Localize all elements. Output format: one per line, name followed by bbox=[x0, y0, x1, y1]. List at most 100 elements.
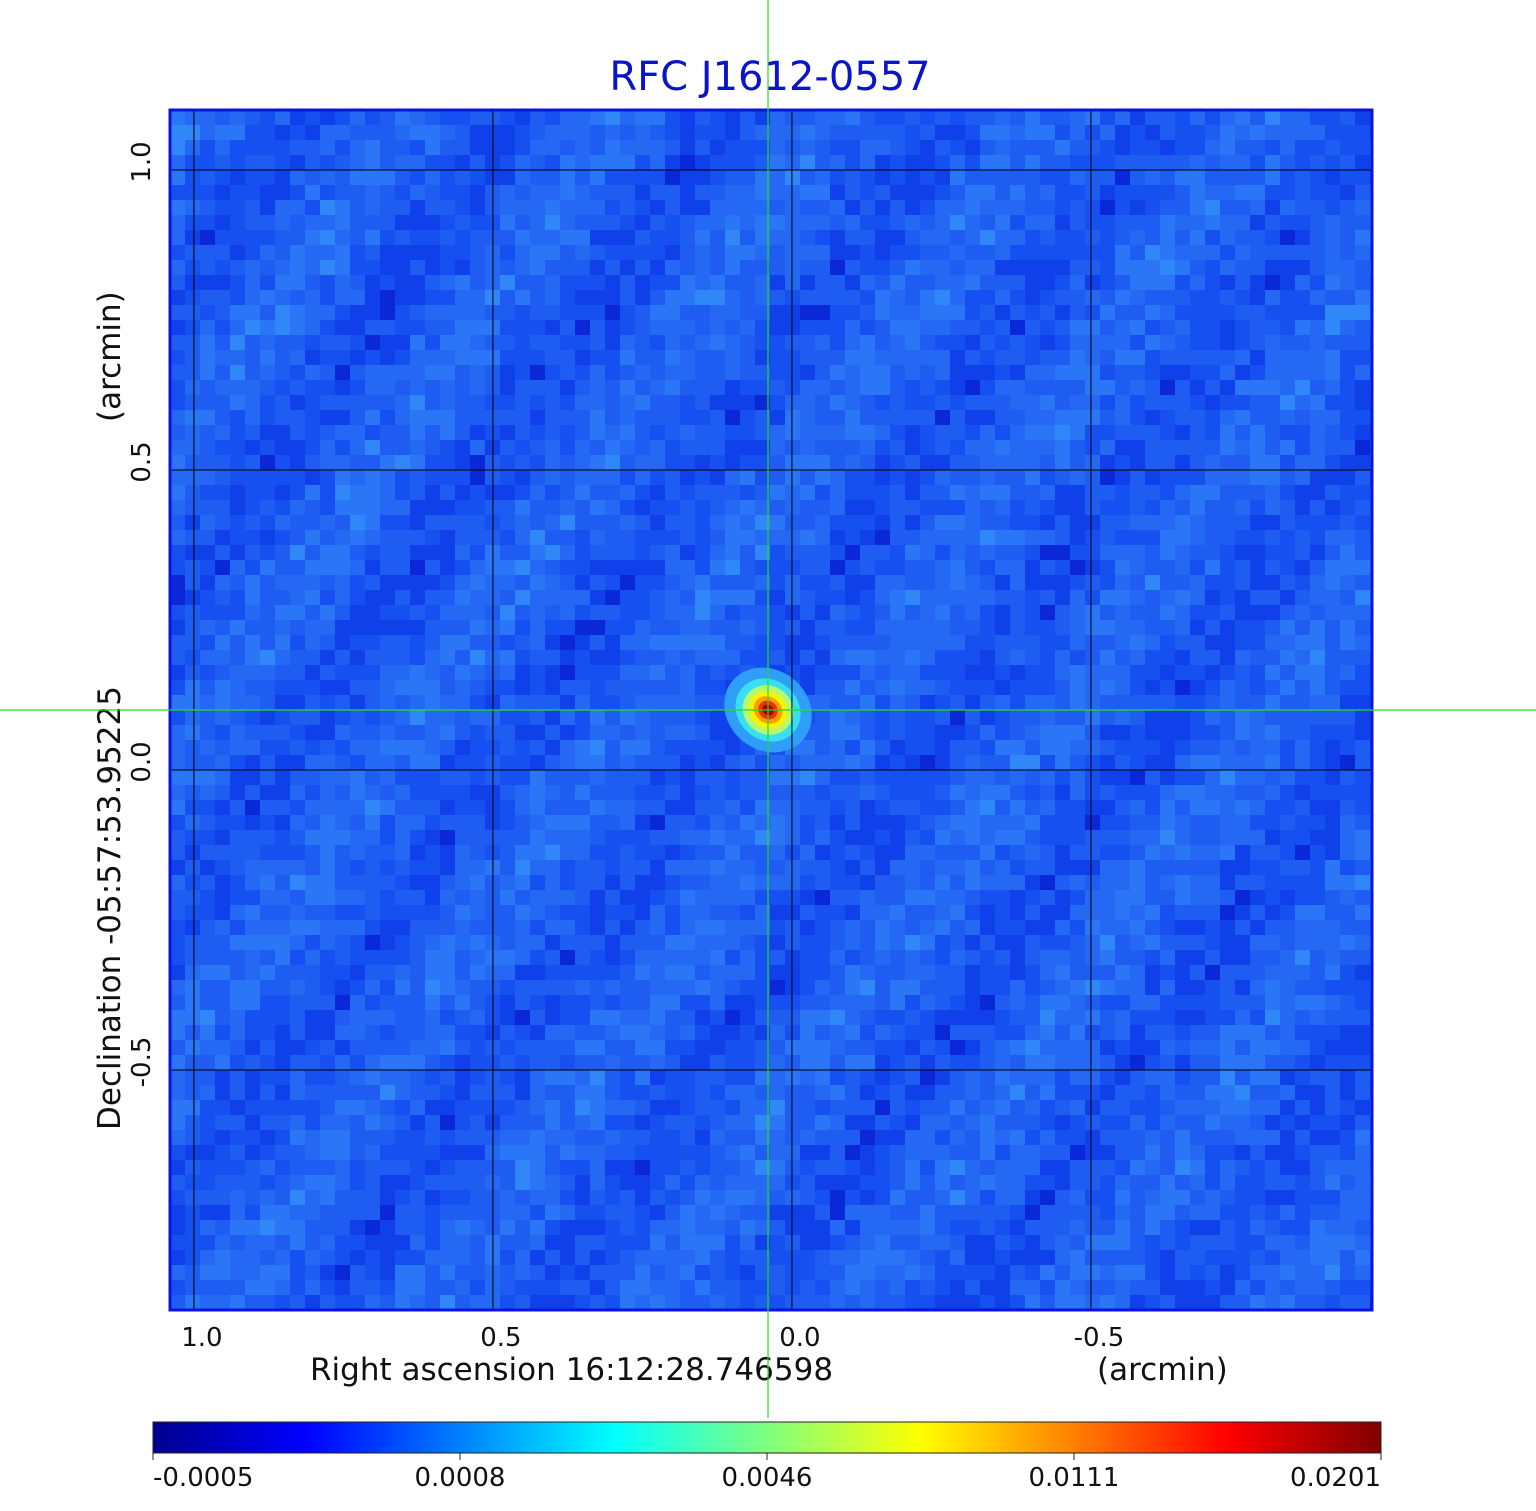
noise-pixel bbox=[200, 815, 215, 830]
noise-pixel bbox=[1070, 665, 1085, 680]
noise-pixel bbox=[380, 845, 395, 860]
noise-pixel bbox=[515, 485, 530, 500]
noise-pixel bbox=[1265, 140, 1280, 155]
noise-pixel bbox=[1160, 950, 1175, 965]
noise-pixel bbox=[1160, 125, 1175, 140]
noise-pixel bbox=[560, 230, 575, 245]
noise-pixel bbox=[1115, 110, 1130, 125]
noise-pixel bbox=[710, 920, 725, 935]
noise-pixel bbox=[740, 290, 755, 305]
noise-pixel bbox=[1325, 470, 1340, 485]
noise-pixel bbox=[935, 440, 950, 455]
noise-pixel bbox=[290, 155, 305, 170]
noise-pixel bbox=[410, 440, 425, 455]
noise-pixel bbox=[755, 830, 770, 845]
noise-pixel bbox=[665, 125, 680, 140]
noise-pixel bbox=[380, 635, 395, 650]
noise-pixel bbox=[260, 965, 275, 980]
noise-pixel bbox=[410, 125, 425, 140]
noise-pixel bbox=[455, 200, 470, 215]
noise-pixel bbox=[1025, 530, 1040, 545]
noise-pixel bbox=[935, 935, 950, 950]
noise-pixel bbox=[800, 155, 815, 170]
noise-pixel bbox=[395, 320, 410, 335]
noise-pixel bbox=[1055, 800, 1070, 815]
noise-pixel bbox=[935, 875, 950, 890]
noise-pixel bbox=[560, 1025, 575, 1040]
noise-pixel bbox=[845, 770, 860, 785]
noise-pixel bbox=[1085, 200, 1100, 215]
noise-pixel bbox=[1085, 860, 1100, 875]
noise-pixel bbox=[680, 800, 695, 815]
noise-pixel bbox=[890, 740, 905, 755]
noise-pixel bbox=[530, 1010, 545, 1025]
noise-pixel bbox=[410, 995, 425, 1010]
noise-pixel bbox=[1070, 740, 1085, 755]
noise-pixel bbox=[455, 800, 470, 815]
noise-pixel bbox=[530, 215, 545, 230]
noise-pixel bbox=[815, 470, 830, 485]
noise-pixel bbox=[305, 890, 320, 905]
noise-pixel bbox=[1160, 650, 1175, 665]
noise-pixel bbox=[1220, 365, 1235, 380]
noise-pixel bbox=[380, 515, 395, 530]
noise-pixel bbox=[320, 110, 335, 125]
noise-pixel bbox=[425, 500, 440, 515]
noise-pixel bbox=[995, 335, 1010, 350]
noise-pixel bbox=[515, 470, 530, 485]
noise-pixel bbox=[1175, 590, 1190, 605]
noise-pixel bbox=[590, 230, 605, 245]
noise-pixel bbox=[200, 710, 215, 725]
noise-pixel bbox=[350, 455, 365, 470]
noise-pixel bbox=[830, 530, 845, 545]
noise-pixel bbox=[1190, 380, 1205, 395]
noise-pixel bbox=[440, 440, 455, 455]
noise-texture bbox=[170, 110, 1372, 1310]
noise-pixel bbox=[1040, 515, 1055, 530]
noise-pixel bbox=[1070, 875, 1085, 890]
noise-pixel bbox=[1340, 245, 1355, 260]
noise-pixel bbox=[470, 1025, 485, 1040]
noise-pixel bbox=[1070, 305, 1085, 320]
noise-pixel bbox=[1010, 740, 1025, 755]
noise-pixel bbox=[320, 155, 335, 170]
noise-pixel bbox=[365, 365, 380, 380]
noise-pixel bbox=[1280, 395, 1295, 410]
noise-pixel bbox=[755, 365, 770, 380]
noise-pixel bbox=[1280, 110, 1295, 125]
noise-pixel bbox=[335, 725, 350, 740]
noise-pixel bbox=[245, 950, 260, 965]
noise-pixel bbox=[935, 665, 950, 680]
noise-pixel bbox=[560, 695, 575, 710]
noise-pixel bbox=[350, 425, 365, 440]
noise-pixel bbox=[1280, 470, 1295, 485]
noise-pixel bbox=[1310, 425, 1325, 440]
noise-pixel bbox=[995, 275, 1010, 290]
noise-pixel bbox=[1265, 740, 1280, 755]
noise-pixel bbox=[1310, 950, 1325, 965]
noise-pixel bbox=[1160, 995, 1175, 1010]
noise-pixel bbox=[500, 965, 515, 980]
noise-pixel bbox=[395, 695, 410, 710]
noise-pixel bbox=[200, 695, 215, 710]
noise-pixel bbox=[905, 530, 920, 545]
noise-pixel bbox=[1145, 995, 1160, 1010]
noise-pixel bbox=[1175, 245, 1190, 260]
noise-pixel bbox=[365, 950, 380, 965]
noise-pixel bbox=[380, 470, 395, 485]
noise-pixel bbox=[650, 335, 665, 350]
noise-pixel bbox=[500, 185, 515, 200]
noise-pixel bbox=[620, 815, 635, 830]
noise-pixel bbox=[1220, 995, 1235, 1010]
noise-pixel bbox=[170, 425, 185, 440]
noise-pixel bbox=[455, 245, 470, 260]
noise-pixel bbox=[1145, 140, 1160, 155]
noise-pixel bbox=[290, 665, 305, 680]
noise-pixel bbox=[260, 725, 275, 740]
noise-pixel bbox=[230, 635, 245, 650]
noise-pixel bbox=[170, 560, 185, 575]
noise-pixel bbox=[335, 215, 350, 230]
noise-pixel bbox=[455, 650, 470, 665]
noise-pixel bbox=[530, 200, 545, 215]
noise-pixel bbox=[440, 395, 455, 410]
